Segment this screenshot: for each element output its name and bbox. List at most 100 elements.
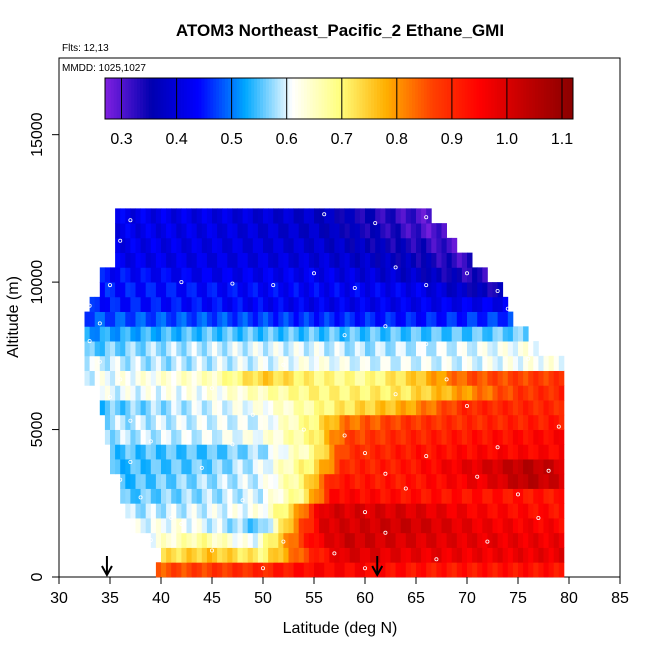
colorbar-segment xyxy=(499,78,504,119)
heatmap-cell xyxy=(395,223,402,239)
heatmap-cell xyxy=(461,326,468,342)
heatmap-cell xyxy=(140,208,147,224)
heatmap-cell xyxy=(110,341,116,357)
heatmap-cell xyxy=(140,296,147,312)
heatmap-cell xyxy=(181,326,187,342)
observation-point xyxy=(118,477,123,482)
heatmap-cell xyxy=(140,252,147,268)
heatmap-cell xyxy=(400,518,407,534)
heatmap-cell xyxy=(242,429,249,445)
heatmap-cell xyxy=(166,414,172,430)
heatmap-cell xyxy=(380,459,386,475)
observation-point xyxy=(108,283,113,288)
heatmap-cell xyxy=(110,326,116,342)
heatmap-cell xyxy=(242,296,249,312)
heatmap-cell xyxy=(497,562,504,578)
heatmap-cell xyxy=(375,444,381,460)
heatmap-cell xyxy=(477,326,483,342)
heatmap-cell xyxy=(171,488,177,504)
heatmap-cell xyxy=(263,208,269,224)
colorbar-segment xyxy=(526,78,530,119)
heatmap-cell xyxy=(441,532,447,548)
heatmap-cell xyxy=(334,311,340,327)
heatmap-cell xyxy=(242,385,249,401)
heatmap-cell xyxy=(308,296,315,312)
heatmap-cell xyxy=(298,355,305,371)
heatmap-cell xyxy=(543,488,549,504)
heatmap-cell xyxy=(145,370,152,386)
heatmap-cell xyxy=(257,429,264,445)
heatmap-cell xyxy=(176,311,182,327)
heatmap-cell xyxy=(257,326,264,342)
heatmap-cell xyxy=(191,488,198,504)
heatmap-cell xyxy=(426,414,432,430)
heatmap-cell xyxy=(161,459,167,475)
colorbar-segment xyxy=(262,78,267,119)
heatmap-cell xyxy=(278,208,284,224)
heatmap-cell xyxy=(196,532,203,548)
heatmap-cell xyxy=(166,311,172,327)
heatmap-cell xyxy=(359,355,366,371)
heatmap-cell xyxy=(365,385,371,401)
heatmap-cell xyxy=(130,385,136,401)
heatmap-cell xyxy=(436,370,442,386)
heatmap-cell xyxy=(456,518,463,534)
heatmap-cell xyxy=(441,223,447,239)
heatmap-cell xyxy=(436,503,442,519)
heatmap-cell xyxy=(298,488,305,504)
heatmap-cell xyxy=(446,562,453,578)
heatmap-cell xyxy=(390,429,396,445)
heatmap-cell xyxy=(181,400,187,416)
heatmap-cell xyxy=(487,444,493,460)
heatmap-cell xyxy=(421,414,427,430)
heatmap-cell xyxy=(385,488,391,504)
observation-point xyxy=(179,521,184,526)
heatmap-cell xyxy=(390,488,396,504)
heatmap-cell xyxy=(145,237,152,254)
heatmap-cell xyxy=(472,355,478,371)
heatmap-cell xyxy=(385,267,391,283)
heatmap-cell xyxy=(263,518,269,534)
heatmap-cell xyxy=(201,459,208,475)
heatmap-cell xyxy=(283,429,289,445)
heatmap-cell xyxy=(252,532,259,548)
heatmap-cell xyxy=(242,488,249,504)
heatmap-cell xyxy=(217,223,223,239)
heatmap-cell xyxy=(416,444,422,460)
heatmap-cell xyxy=(130,282,136,298)
heatmap-cell xyxy=(528,414,534,430)
heatmap-cell xyxy=(303,237,310,254)
heatmap-cell xyxy=(110,311,116,327)
heatmap-cell xyxy=(426,429,432,445)
heatmap-cell xyxy=(416,488,422,504)
heatmap-cell xyxy=(395,370,402,386)
heatmap-cell xyxy=(365,237,371,254)
heatmap-cell xyxy=(349,488,356,504)
heatmap-cell xyxy=(201,311,208,327)
heatmap-cell xyxy=(125,400,131,416)
heatmap-cell xyxy=(150,414,157,430)
heatmap-cell xyxy=(359,473,366,489)
heatmap-cell xyxy=(196,311,203,327)
heatmap-cell xyxy=(104,355,111,371)
heatmap-cell xyxy=(472,488,478,504)
heatmap-cell xyxy=(507,473,514,489)
heatmap-cell xyxy=(523,518,529,534)
heatmap-cell xyxy=(467,488,473,504)
heatmap-cell xyxy=(283,444,289,460)
heatmap-cell xyxy=(319,296,325,312)
heatmap-cell xyxy=(206,473,213,489)
heatmap-cell xyxy=(176,223,182,239)
heatmap-cell xyxy=(523,503,529,519)
heatmap-cell xyxy=(206,562,213,578)
heatmap-cell xyxy=(115,341,121,357)
heatmap-cell xyxy=(278,267,284,283)
heatmap-cell xyxy=(161,267,167,283)
heatmap-cell xyxy=(176,488,182,504)
heatmap-cell xyxy=(217,444,223,460)
heatmap-cell xyxy=(365,562,371,578)
heatmap-cell xyxy=(247,414,254,430)
heatmap-cell xyxy=(543,532,549,548)
observation-point xyxy=(97,321,102,326)
heatmap-cell xyxy=(217,208,223,224)
